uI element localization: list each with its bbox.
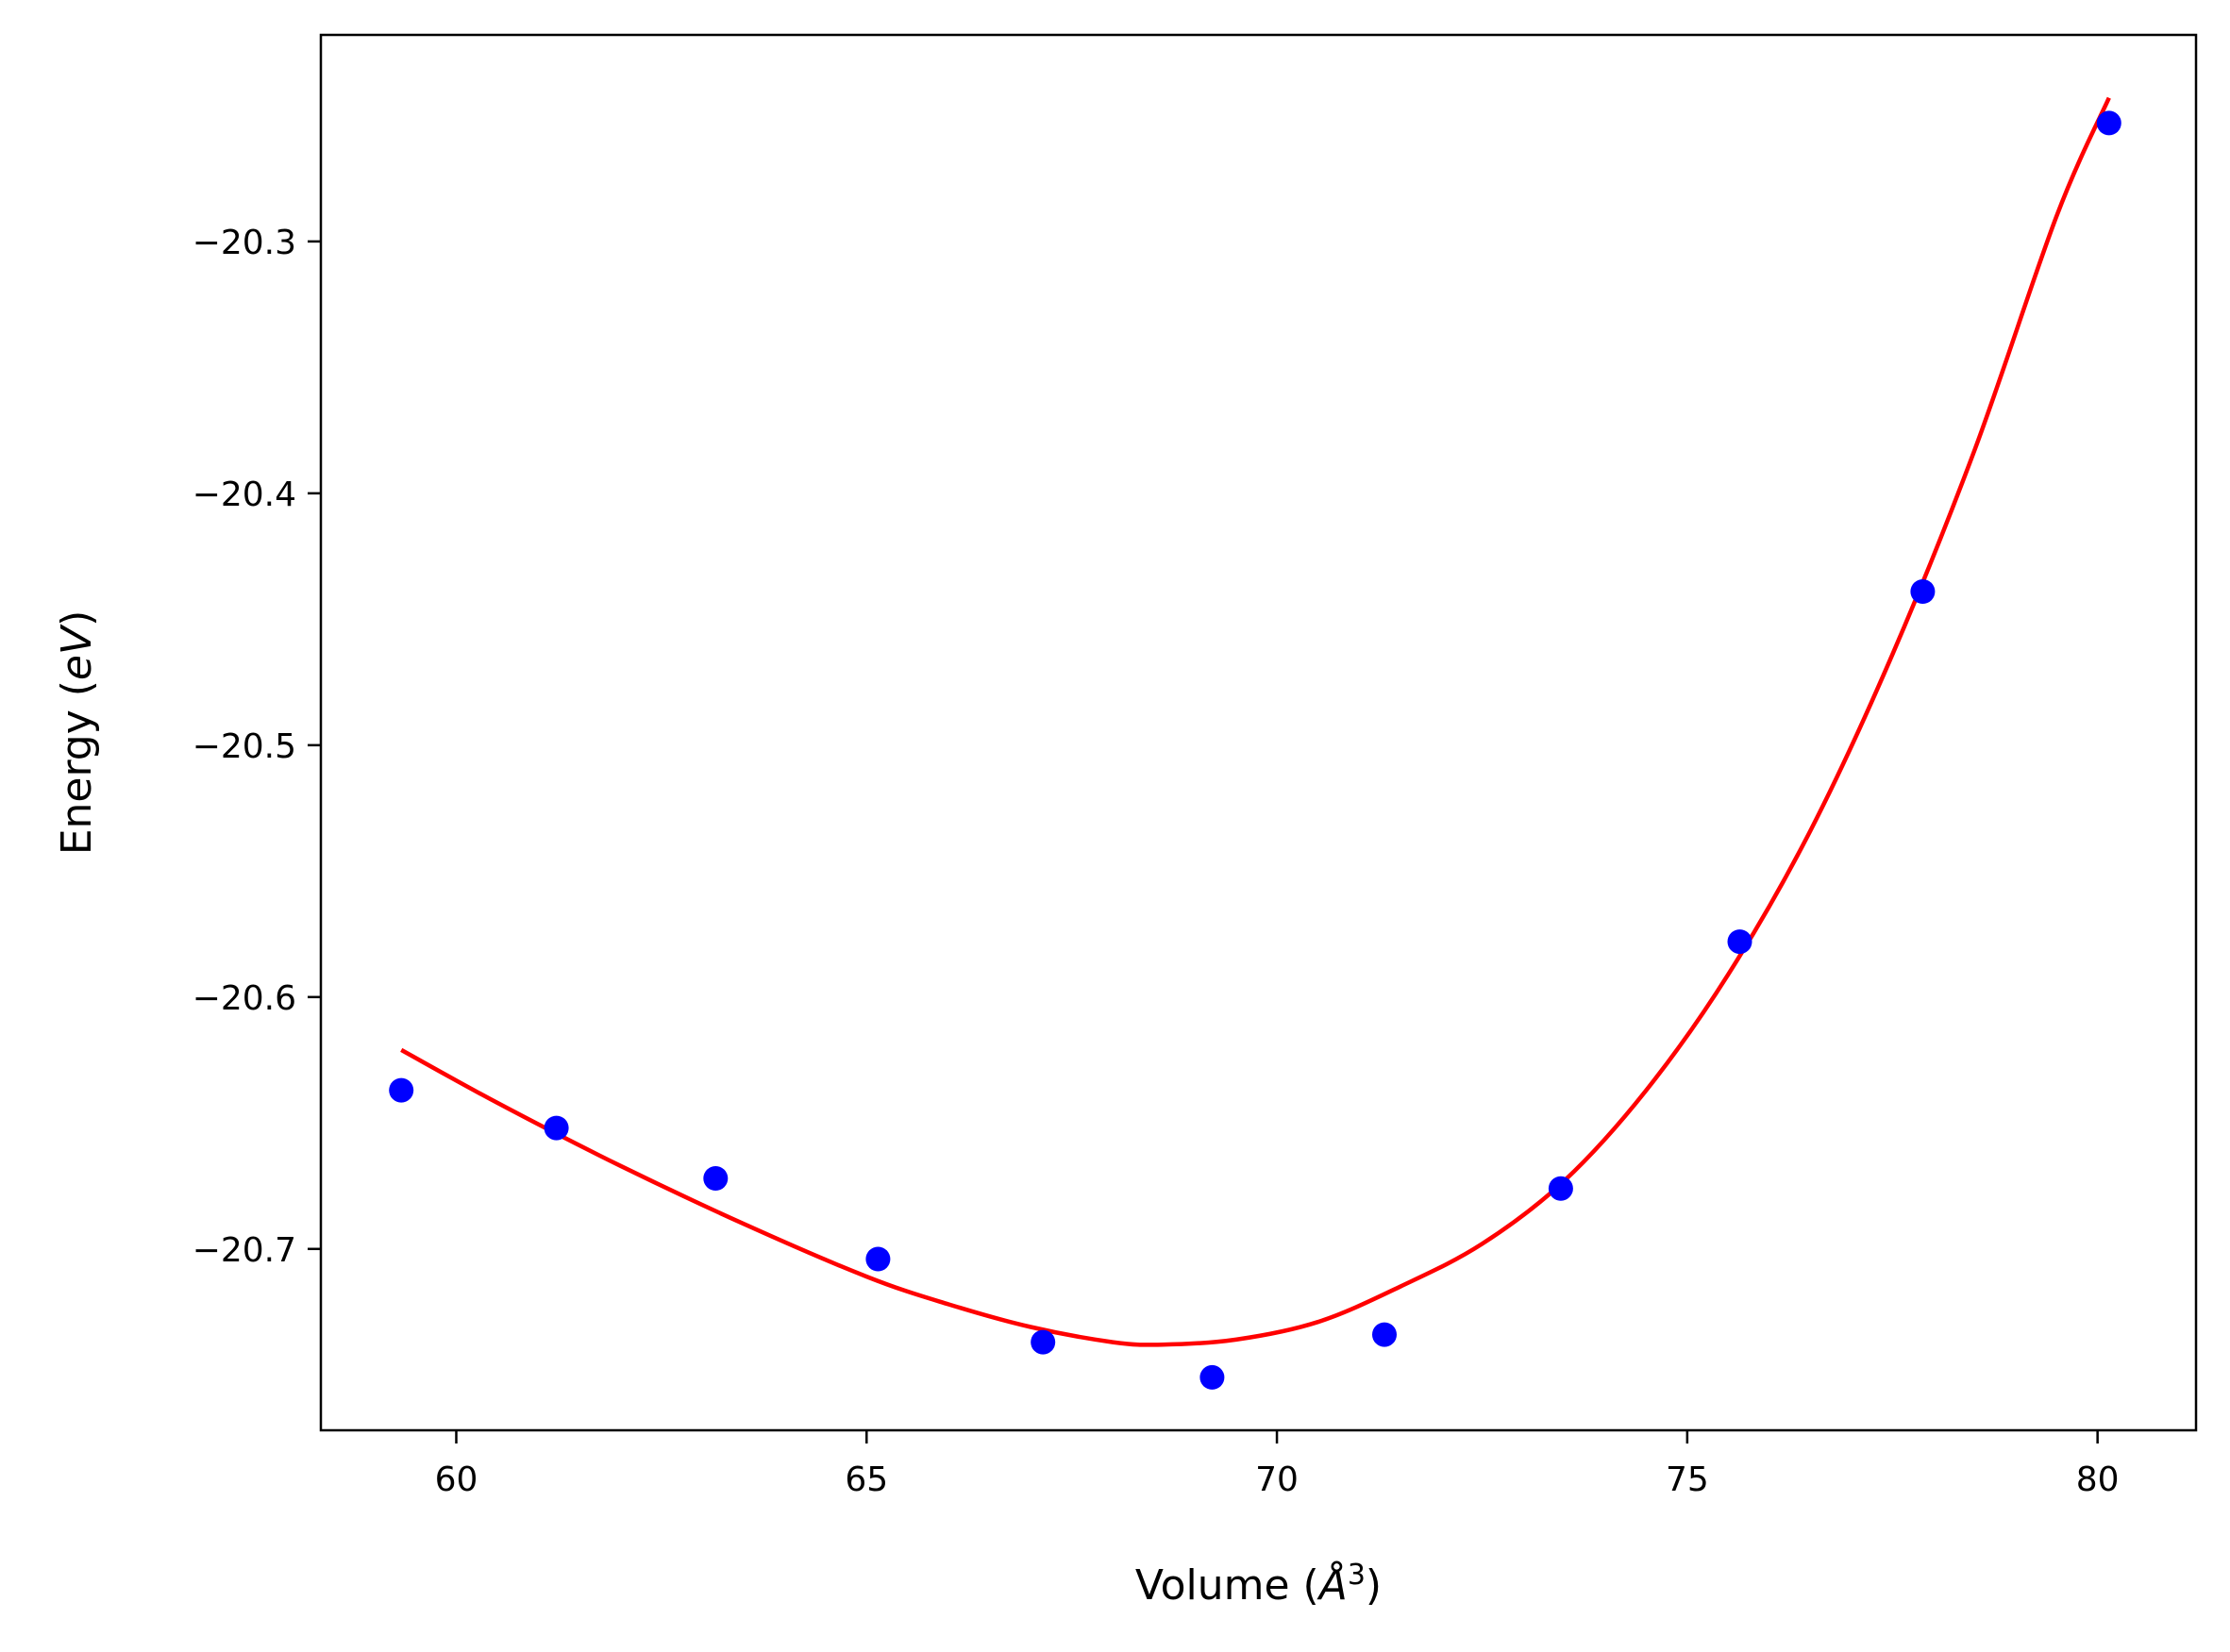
y-axis-title: Energy (eV) [53, 610, 101, 856]
y-tick-label: −20.7 [193, 1231, 296, 1270]
data-point [1727, 929, 1752, 955]
x-tick-label: 65 [845, 1460, 888, 1499]
data-point [1199, 1364, 1225, 1390]
fit-curve-line [400, 96, 2111, 1347]
x-axis-title-main: Volume ( [1135, 1561, 1319, 1610]
data-point [544, 1115, 569, 1141]
data-point [1910, 579, 1936, 604]
y-tick-label: −20.4 [193, 476, 296, 514]
data-point [1372, 1322, 1397, 1347]
x-tick-label: 80 [2076, 1460, 2120, 1499]
data-point [865, 1246, 891, 1272]
data-point [1031, 1329, 1056, 1355]
x-axis-ticks: 60 65 70 75 80 [435, 1430, 2120, 1499]
data-point [1548, 1176, 1573, 1201]
y-tick-label: −20.5 [193, 727, 296, 766]
fit-curve-layer [400, 96, 2111, 1347]
data-points-layer [389, 110, 2121, 1390]
y-axis-title-end: ) [53, 610, 101, 626]
x-tick-label: 75 [1666, 1460, 1709, 1499]
data-point [703, 1166, 729, 1191]
y-axis-title-italic: eV [53, 624, 101, 680]
x-tick-label: 70 [1255, 1460, 1299, 1499]
x-axis-title-superscript: 3 [1348, 1559, 1366, 1592]
x-axis-title-end: ) [1366, 1561, 1382, 1610]
x-axis-title-italic: Å [1316, 1560, 1348, 1610]
data-point [2096, 110, 2121, 136]
x-tick-label: 60 [435, 1460, 478, 1499]
y-axis-title-main: Energy ( [53, 680, 101, 855]
y-axis-ticks: −20.3 −20.4 −20.5 −20.6 −20.7 [193, 224, 321, 1270]
y-tick-label: −20.3 [193, 224, 296, 262]
x-axis-title: Volume (Å3) [1135, 1559, 1382, 1610]
data-point [389, 1077, 414, 1103]
plot-frame [319, 33, 2198, 1432]
y-tick-label: −20.6 [193, 979, 296, 1018]
